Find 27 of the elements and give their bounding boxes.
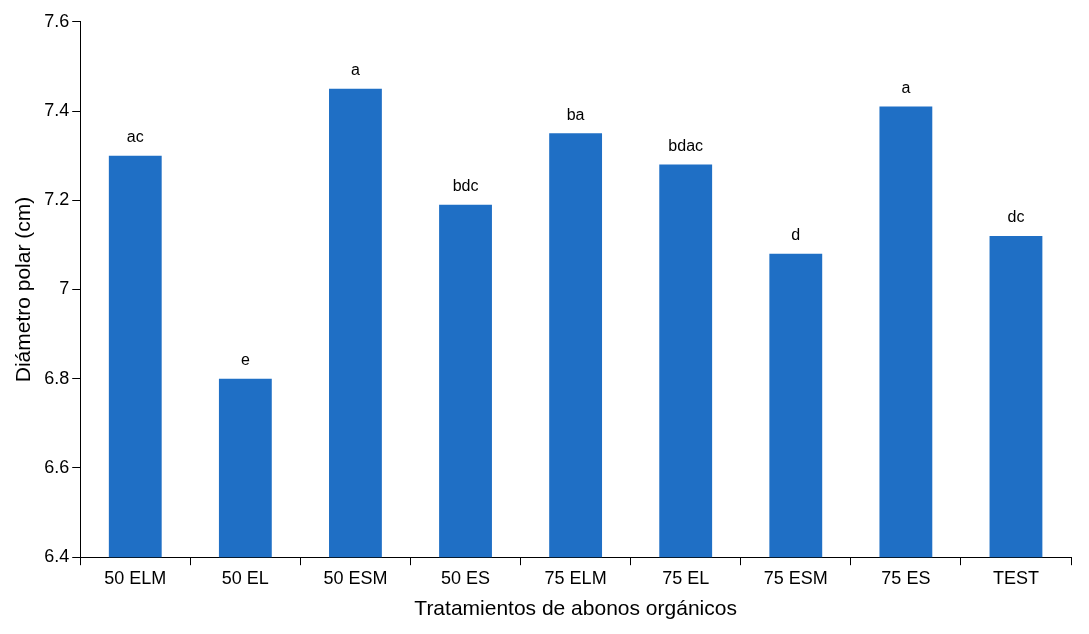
annotation: dc bbox=[1007, 208, 1025, 226]
x-tick-label: TEST bbox=[992, 567, 1039, 588]
x-tick-label: 50 ELM bbox=[104, 567, 167, 588]
x-axis-title: Tratamientos de abonos orgánicos bbox=[414, 596, 737, 620]
y-tick-label: 7 bbox=[59, 278, 70, 299]
y-tick-label: 7.6 bbox=[44, 10, 70, 31]
annotation: ba bbox=[566, 105, 585, 123]
y-tick-label: 6.6 bbox=[44, 456, 70, 477]
x-tick-label: 75 ELM bbox=[544, 567, 607, 588]
annotation: bdc bbox=[452, 177, 479, 195]
x-tick-label: 75 ESM bbox=[763, 567, 828, 588]
annotation: a bbox=[901, 78, 911, 96]
x-tick-label: 50 EL bbox=[221, 567, 269, 588]
annotation: bdac bbox=[668, 136, 704, 154]
annotation: a bbox=[350, 61, 360, 79]
y-tick-label: 7.2 bbox=[44, 189, 70, 210]
x-tick-label: 50 ESM bbox=[323, 567, 388, 588]
y-tick-label: 7.4 bbox=[44, 100, 70, 120]
x-tick-label: 75 ES bbox=[881, 567, 931, 588]
annotation: e bbox=[240, 351, 250, 369]
annotation: d bbox=[791, 226, 801, 244]
y-tick-label: 6.8 bbox=[44, 367, 70, 388]
y-axis-title: Diámetro polar (cm) bbox=[11, 196, 35, 383]
y-tick-label: 6.4 bbox=[44, 546, 70, 567]
x-tick-label: 75 EL bbox=[662, 567, 710, 588]
annotation: ac bbox=[126, 128, 144, 146]
x-tick-label: 50 ES bbox=[441, 567, 491, 588]
